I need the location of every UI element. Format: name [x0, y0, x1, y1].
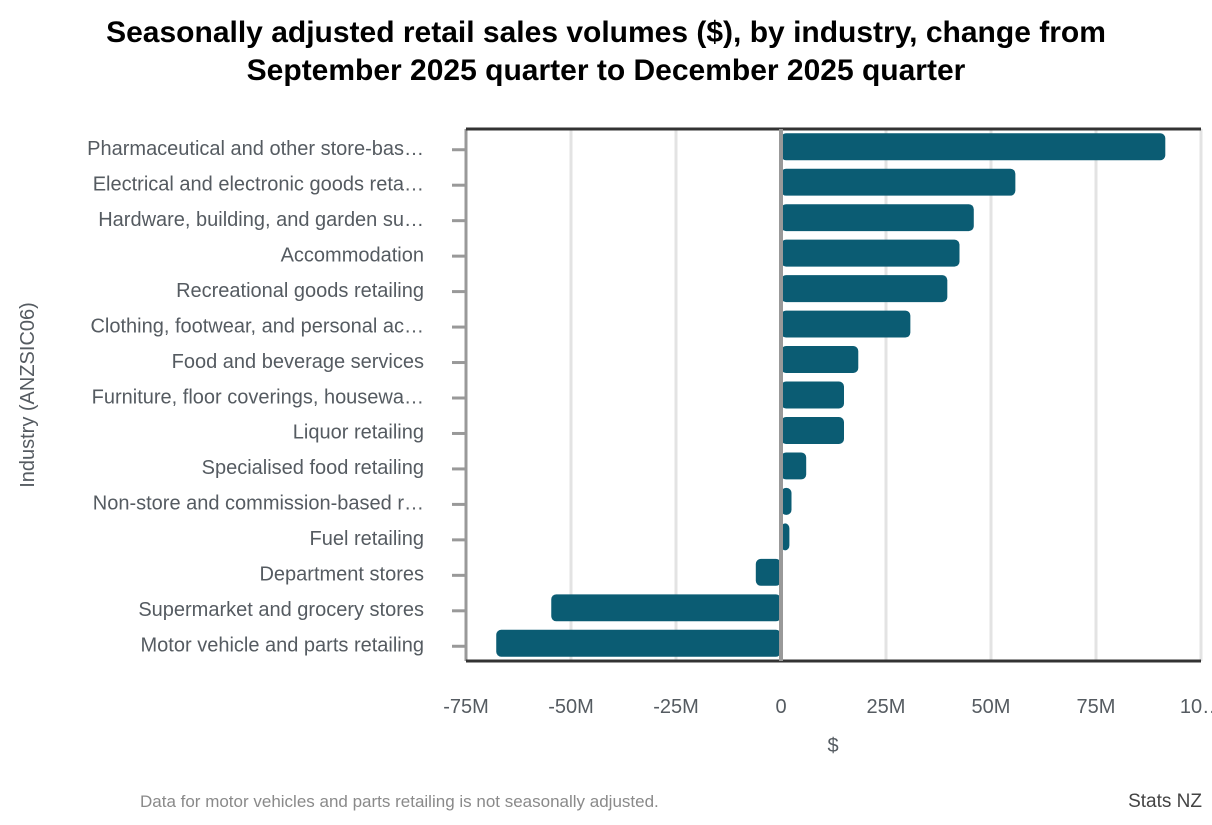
- chart-title-line-1: Seasonally adjusted retail sales volumes…: [106, 16, 1106, 49]
- x-tick-label: 75M: [1077, 696, 1116, 718]
- category-label: Supermarket and grocery stores: [138, 599, 424, 621]
- bar[interactable]: [755, 558, 781, 586]
- category-label: Department stores: [259, 564, 424, 586]
- category-label: Furniture, floor coverings, housewa…: [92, 386, 424, 408]
- category-label: Hardware, building, and garden su…: [98, 209, 424, 231]
- x-tick-label: -50M: [548, 696, 594, 718]
- bar[interactable]: [496, 629, 781, 657]
- x-tick-label: 0: [775, 696, 786, 718]
- y-axis: Pharmaceutical and other store-bas… Elect…: [87, 129, 468, 661]
- category-label: Specialised food retailing: [202, 457, 424, 479]
- x-tick-label: -75M: [443, 696, 489, 718]
- chart-title: Seasonally adjusted retail sales volumes…: [0, 14, 1212, 90]
- x-tick-label: 25M: [867, 696, 906, 718]
- bar[interactable]: [781, 133, 1166, 161]
- source-credit: Stats NZ: [1128, 791, 1202, 812]
- category-label: Pharmaceutical and other store-bas…: [87, 138, 424, 160]
- category-label: Clothing, footwear, and personal ac…: [90, 315, 424, 337]
- bar[interactable]: [781, 168, 1016, 196]
- category-label: Accommodation: [281, 244, 424, 266]
- x-axis-title: $: [827, 735, 838, 757]
- bar[interactable]: [781, 310, 911, 338]
- bar[interactable]: [781, 381, 844, 409]
- gridlines: [569, 129, 1203, 661]
- category-label: Electrical and electronic goods reta…: [93, 173, 424, 195]
- bar[interactable]: [781, 346, 859, 374]
- bar[interactable]: [781, 275, 948, 303]
- bar[interactable]: [781, 523, 790, 551]
- x-tick-label: 10…: [1180, 696, 1212, 718]
- bar[interactable]: [781, 204, 974, 232]
- x-tick-label: -25M: [653, 696, 699, 718]
- category-label: Food and beverage services: [172, 351, 424, 373]
- footnote: Data for motor vehicles and parts retail…: [140, 792, 659, 811]
- category-label: Non-store and commission-based r…: [93, 493, 424, 515]
- bar[interactable]: [551, 594, 781, 622]
- category-label: Recreational goods retailing: [176, 280, 424, 302]
- category-label: Fuel retailing: [309, 528, 424, 550]
- bar[interactable]: [781, 452, 807, 480]
- y-axis-title: Industry (ANZSIC06): [17, 302, 39, 488]
- bars: [496, 133, 1166, 657]
- x-tick-label: 50M: [972, 696, 1011, 718]
- category-label: Motor vehicle and parts retailing: [141, 635, 424, 657]
- bar[interactable]: [781, 416, 844, 444]
- chart-title-line-2: September 2025 quarter to December 2025 …: [246, 54, 966, 87]
- bar[interactable]: [781, 487, 792, 515]
- bar[interactable]: [781, 239, 960, 267]
- category-label: Liquor retailing: [293, 422, 424, 444]
- x-axis: -75M -50M -25M 0 25M 50M 75M 10…: [443, 127, 1212, 718]
